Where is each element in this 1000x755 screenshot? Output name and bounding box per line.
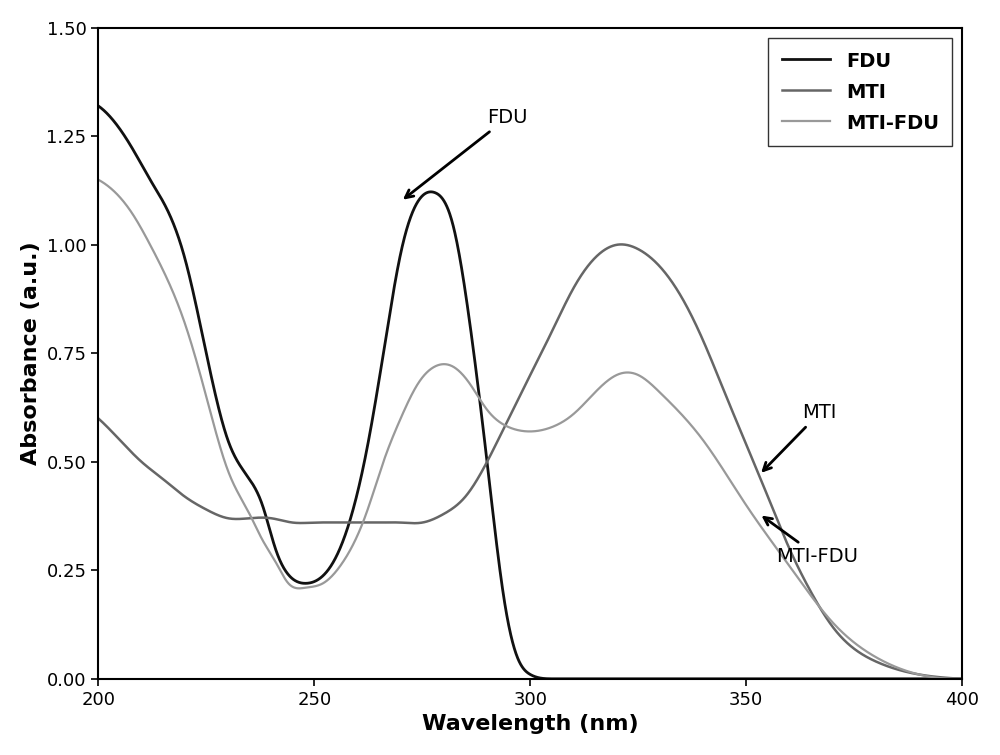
FDU	[461, 299, 473, 308]
FDU	[424, 187, 436, 196]
MTI-FDU	[191, 358, 203, 367]
MTI	[424, 516, 436, 525]
Line: MTI: MTI	[98, 245, 962, 679]
MTI-FDU	[461, 375, 473, 384]
Legend: FDU, MTI, MTI-FDU: FDU, MTI, MTI-FDU	[768, 38, 952, 146]
MTI	[939, 673, 951, 683]
FDU	[956, 674, 968, 683]
MTI-FDU	[242, 507, 254, 516]
FDU	[92, 101, 104, 110]
MTI	[92, 414, 104, 423]
MTI-FDU	[939, 674, 951, 683]
Y-axis label: Absorbance (a.u.): Absorbance (a.u.)	[21, 242, 41, 465]
Line: FDU: FDU	[98, 106, 962, 679]
FDU	[846, 674, 858, 683]
MTI-FDU	[424, 365, 436, 374]
Line: MTI-FDU: MTI-FDU	[98, 180, 962, 679]
X-axis label: Wavelength (nm): Wavelength (nm)	[422, 714, 639, 734]
MTI-FDU	[92, 175, 104, 184]
FDU	[546, 674, 558, 683]
FDU	[242, 473, 254, 482]
MTI-FDU	[956, 674, 968, 683]
MTI	[846, 643, 858, 652]
FDU	[939, 674, 951, 683]
Text: MTI-FDU: MTI-FDU	[764, 517, 858, 565]
MTI-FDU	[846, 636, 858, 646]
MTI	[461, 490, 473, 499]
MTI-FDU	[945, 674, 957, 683]
MTI	[956, 674, 968, 683]
MTI	[615, 240, 627, 249]
MTI	[191, 500, 203, 509]
MTI	[242, 514, 254, 523]
FDU	[191, 304, 203, 313]
Text: FDU: FDU	[405, 108, 528, 198]
Text: MTI: MTI	[763, 403, 837, 470]
